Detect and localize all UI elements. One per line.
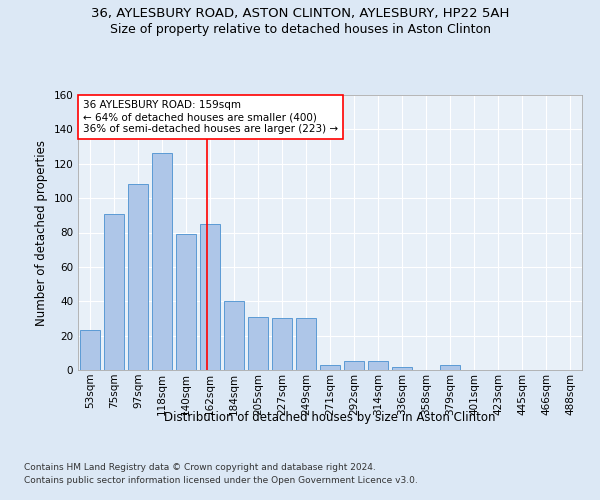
Text: Contains public sector information licensed under the Open Government Licence v3: Contains public sector information licen… <box>24 476 418 485</box>
Bar <box>128 184 148 370</box>
Y-axis label: Number of detached properties: Number of detached properties <box>35 140 48 326</box>
Bar <box>152 154 172 370</box>
Text: Distribution of detached houses by size in Aston Clinton: Distribution of detached houses by size … <box>164 411 496 424</box>
Bar <box>200 224 220 370</box>
Bar <box>296 318 316 370</box>
Text: Size of property relative to detached houses in Aston Clinton: Size of property relative to detached ho… <box>110 22 491 36</box>
Bar <box>80 330 100 370</box>
Bar <box>224 301 244 370</box>
Bar <box>320 365 340 370</box>
Text: 36 AYLESBURY ROAD: 159sqm
← 64% of detached houses are smaller (400)
36% of semi: 36 AYLESBURY ROAD: 159sqm ← 64% of detac… <box>83 100 338 134</box>
Bar <box>440 365 460 370</box>
Bar <box>392 366 412 370</box>
Text: Contains HM Land Registry data © Crown copyright and database right 2024.: Contains HM Land Registry data © Crown c… <box>24 462 376 471</box>
Bar <box>272 318 292 370</box>
Bar <box>344 362 364 370</box>
Bar <box>104 214 124 370</box>
Bar <box>368 362 388 370</box>
Text: 36, AYLESBURY ROAD, ASTON CLINTON, AYLESBURY, HP22 5AH: 36, AYLESBURY ROAD, ASTON CLINTON, AYLES… <box>91 8 509 20</box>
Bar <box>176 234 196 370</box>
Bar <box>248 316 268 370</box>
